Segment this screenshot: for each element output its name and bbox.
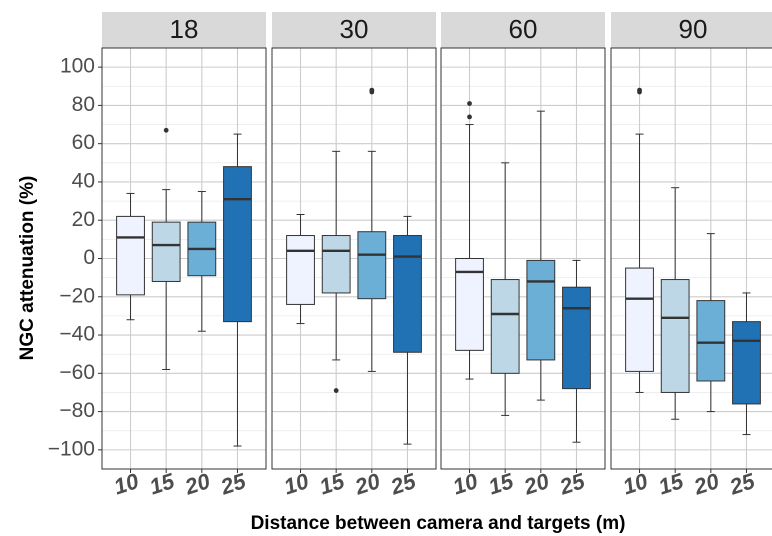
box-iqr [526, 259, 556, 361]
y-tick-label: 40 [72, 170, 95, 193]
box-90-15 [660, 187, 690, 420]
x-axis-title: Distance between camera and targets (m) [251, 513, 626, 534]
box-iqr [286, 235, 315, 305]
x-tick-label: 25 [556, 468, 589, 500]
box-iqr [151, 221, 181, 282]
facet-strip-label: 30 [340, 14, 369, 44]
facet-panel-18: 18 10 15 20 25 [101, 12, 267, 500]
box-iqr [321, 235, 351, 294]
x-tick-label: 10 [450, 468, 482, 500]
outlier-point [333, 388, 339, 393]
box-60-25 [562, 259, 591, 443]
facet-strip [272, 12, 436, 48]
x-tick-label: 20 [351, 468, 384, 500]
box-30-20 [357, 87, 387, 372]
x-tick-label: 10 [111, 468, 143, 500]
y-tick-label: 80 [72, 93, 95, 116]
outlier-point [163, 127, 169, 133]
x-tick-label: 25 [726, 468, 759, 500]
y-tick-label: −60 [59, 361, 95, 384]
box-iqr [562, 286, 591, 390]
x-tick-label: 25 [387, 468, 420, 500]
box-iqr [116, 215, 145, 296]
y-axis-title: NGC attenuation (%) [17, 176, 38, 361]
y-tick-label: −20 [59, 284, 95, 307]
box-60-10 [455, 101, 484, 380]
box-18-10 [116, 192, 145, 321]
facet-panel-30: 30 10 15 20 25 [271, 12, 437, 500]
box-iqr [455, 258, 484, 351]
box-18-15 [151, 127, 181, 370]
facet-strip [611, 12, 772, 48]
box-iqr [223, 166, 252, 323]
y-tick-label: −100 [48, 437, 95, 460]
x-tick-label: 15 [655, 468, 687, 500]
box-iqr [393, 235, 422, 353]
y-tick-label: 60 [72, 131, 95, 154]
panel-border [271, 47, 437, 470]
x-tick-label: 10 [620, 468, 652, 500]
box-iqr [625, 267, 654, 372]
facet-panel-60: 60 10 15 20 25 [440, 12, 606, 500]
box-30-15 [321, 150, 351, 393]
y-tick-label: 0 [83, 246, 95, 269]
x-tick-label: 15 [316, 468, 348, 500]
y-tick-label: 100 [60, 55, 95, 78]
facet-strip [441, 12, 605, 48]
outlier-point [467, 114, 472, 120]
facet-strip-label: 18 [170, 14, 199, 44]
y-tick-label: 20 [72, 208, 95, 231]
box-30-10 [286, 213, 315, 325]
panel-border [610, 47, 772, 470]
panel-border [440, 47, 606, 470]
box-30-25 [393, 215, 422, 445]
box-90-20 [696, 233, 726, 413]
x-tick-label: 20 [520, 468, 553, 500]
outlier-point [369, 87, 375, 93]
x-tick-label: 25 [217, 468, 250, 500]
facet-strip-label: 90 [679, 14, 708, 44]
outlier-point [637, 87, 642, 93]
y-tick-label: −40 [59, 323, 95, 346]
facet-panel-90: 90 10 15 20 25 [610, 12, 772, 500]
facet-strip-label: 60 [509, 14, 538, 44]
x-tick-label: 20 [690, 468, 723, 500]
x-tick-label: 15 [146, 468, 178, 500]
y-tick-label: −80 [59, 399, 95, 422]
box-18-25 [223, 133, 252, 447]
box-18-20 [187, 191, 217, 332]
box-iqr [490, 279, 520, 374]
box-iqr [357, 231, 387, 300]
facet-strip [102, 12, 266, 48]
y-axis-ticks: 100 80 60 40 20 0 −20 −40 −60 −80 −100 [48, 55, 102, 460]
x-tick-label: 20 [181, 468, 214, 500]
box-iqr [696, 300, 726, 382]
x-tick-label: 10 [281, 468, 313, 500]
box-60-20 [526, 110, 556, 401]
x-tick-label: 15 [485, 468, 517, 500]
box-60-15 [490, 162, 520, 416]
box-iqr [660, 279, 690, 393]
box-90-10 [625, 87, 654, 393]
box-iqr [732, 321, 761, 405]
outlier-point [467, 101, 472, 106]
box-90-25 [732, 292, 761, 436]
